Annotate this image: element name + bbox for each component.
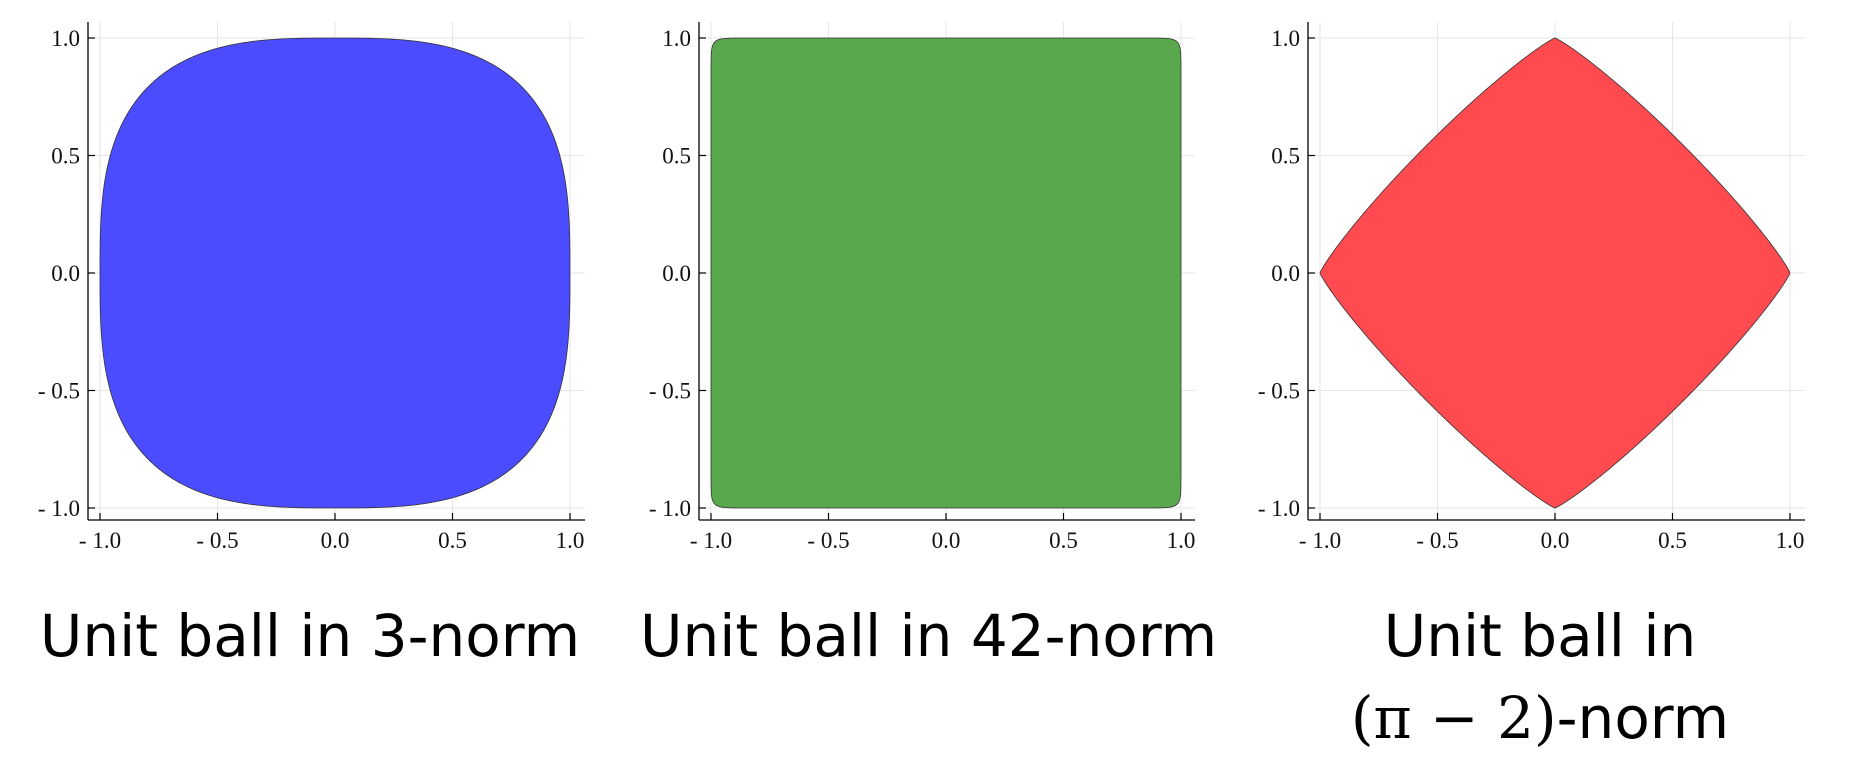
y-tick-label: - 0.5 [38,379,80,404]
caption-3-norm-text: Unit ball in 3-norm [39,602,581,670]
y-tick-label: 1.0 [1271,26,1300,51]
caption-pi-math: (π − 2) [1350,684,1557,752]
x-tick-label: - 1.0 [1299,528,1341,553]
y-tick-label: - 0.5 [649,379,691,404]
y-tick-label: 0.0 [1271,261,1300,286]
x-tick-label: 1.0 [1167,528,1196,553]
y-tick-label: - 0.5 [1258,379,1300,404]
x-tick-label: - 1.0 [79,528,121,553]
y-tick-label: 0.5 [51,144,80,169]
y-tick-label: - 1.0 [649,496,691,521]
caption-pi-line1: Unit ball in [1383,602,1697,670]
unit-ball-shape-3 [1319,37,1791,509]
x-tick-label: 0.5 [438,528,467,553]
caption-pi-norm-suffix: -norm [1556,684,1730,752]
y-tick-label: - 1.0 [38,496,80,521]
x-tick-label: - 0.5 [807,528,849,553]
x-tick-label: 1.0 [556,528,585,553]
x-tick-label: 1.0 [1776,528,1805,553]
y-tick-label: 0.5 [1271,144,1300,169]
y-tick-label: 1.0 [51,26,80,51]
chart-panel-3: 1.0 0.5 0.0 - 0.5 - 1.0 - 1.0 - 0.5 0.0 0.5 1.0 [1258,22,1805,553]
caption-3-norm: Unit ball in 3-norm [30,595,590,677]
chart-panel-1: 1.0 0.5 0.0 - 0.5 - 1.0 - 1.0 - 0.5 0.0 0.5 1.0 [38,22,585,553]
caption-pi-line2: (π − 2)-norm [1260,677,1820,759]
x-tick-label: - 0.5 [1416,528,1458,553]
x-tick-label: 0.5 [1049,528,1078,553]
caption-42-norm-text: Unit ball in 42-norm [640,602,1218,670]
x-tick-label: - 1.0 [690,528,732,553]
unit-ball-shape-1 [99,37,571,509]
chart-panel-2: 1.0 0.5 0.0 - 0.5 - 1.0 - 1.0 - 0.5 0.0 0.5 1.0 [649,22,1196,553]
caption-pi-minus-2-norm: Unit ball in (π − 2)-norm [1260,595,1820,759]
x-tick-label: - 0.5 [196,528,238,553]
x-tick-label: 0.0 [321,528,350,553]
y-tick-label: 0.5 [662,144,691,169]
caption-42-norm: Unit ball in 42-norm [640,595,1218,677]
unit-ball-shape-2 [710,37,1182,509]
x-tick-label: 0.0 [932,528,961,553]
y-tick-label: - 1.0 [1258,496,1300,521]
y-tick-label: 0.0 [662,261,691,286]
y-tick-label: 0.0 [51,261,80,286]
x-tick-label: 0.5 [1658,528,1687,553]
x-tick-label: 0.0 [1541,528,1570,553]
y-tick-label: 1.0 [662,26,691,51]
